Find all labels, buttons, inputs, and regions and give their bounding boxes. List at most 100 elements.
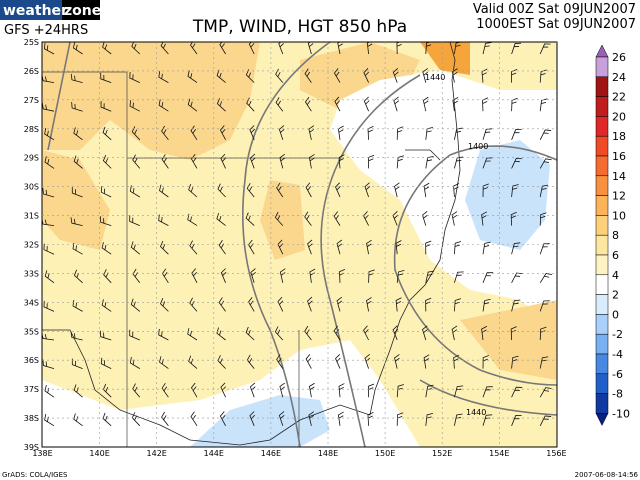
wind-barb (276, 182, 284, 198)
wind-barb (511, 355, 519, 369)
wind-barb (482, 128, 493, 140)
wind-barb (481, 325, 488, 341)
wind-barb (481, 68, 488, 83)
height-contour (393, 145, 557, 386)
graticule: 25S 26S 27S 28S 29S 30S 31S 32S 33S 34S 35S 36S 37S 3… (24, 38, 567, 458)
colorbar-swatch (595, 195, 609, 216)
wind-barb (216, 69, 226, 83)
wind-barb (158, 214, 169, 226)
wind-barb (161, 411, 169, 427)
contour-label: 1440 (466, 408, 486, 417)
wind-barb (190, 382, 198, 398)
wind-barb (44, 414, 55, 427)
wind-barb (482, 355, 489, 369)
lat-label: 25S (24, 38, 39, 47)
wind-barb (482, 183, 489, 198)
wind-barb (216, 213, 226, 226)
map-field (42, 42, 557, 447)
colorbar-swatch (595, 56, 609, 78)
wind-barb (452, 97, 459, 112)
lat-label: 29S (24, 154, 39, 163)
wind-barb (99, 216, 112, 226)
wind-barb (368, 154, 375, 169)
lat-label: 37S (24, 385, 39, 394)
lon-label: 154E (489, 449, 509, 458)
wind-barb (363, 325, 369, 341)
wind-barb (217, 355, 226, 369)
wind-barb (158, 328, 169, 341)
wind-barb (304, 96, 312, 112)
wind-barb (422, 96, 429, 112)
wind-barb (190, 125, 198, 141)
wind-barb (304, 68, 312, 83)
wind-barb (73, 127, 83, 141)
colorbar-swatch (595, 274, 609, 295)
wind-barb (102, 126, 112, 141)
footer-timestamp: 2007-06-08-14:56 (575, 471, 639, 479)
wind-barb (454, 271, 464, 283)
wind-barb (101, 242, 112, 255)
wind-barb (220, 153, 227, 169)
wind-barb (425, 384, 434, 398)
lon-label: 140E (89, 449, 109, 458)
wind-barb (335, 182, 341, 198)
wind-barb (279, 153, 286, 169)
colorbar-label: -2 (612, 328, 623, 341)
wind-barb (451, 211, 458, 226)
wind-barb (187, 328, 198, 341)
colorbar-swatch (595, 116, 609, 137)
wind-barb (279, 268, 286, 283)
wind-barb (392, 325, 399, 341)
field-hot (420, 42, 470, 75)
wind-barb (511, 97, 518, 112)
wind-barb (44, 270, 55, 284)
wind-barb (73, 269, 83, 284)
wind-barb (278, 411, 285, 426)
field-warm (42, 42, 260, 160)
logo-zone: zone (64, 3, 101, 19)
colorbar-swatch (595, 96, 609, 117)
wind-barb (101, 299, 112, 312)
wind-barb (451, 68, 458, 83)
colorbar-label: 18 (612, 130, 626, 143)
wind-barb (73, 384, 83, 398)
wind-barb (454, 385, 464, 398)
lon-label: 156E (546, 449, 566, 458)
wind-barb (161, 154, 169, 169)
wind-barb (425, 42, 432, 55)
wind-barb (364, 182, 371, 198)
wind-barb (218, 297, 226, 312)
wind-barb (423, 354, 430, 369)
wind-barb (422, 68, 428, 83)
wind-barb (72, 242, 83, 255)
lon-label: 144E (204, 449, 224, 458)
wind-barb (249, 153, 256, 169)
wind-barb (363, 68, 370, 83)
wind-barb (368, 383, 375, 398)
wind-barb (511, 69, 518, 83)
colorbar-swatch (595, 393, 609, 414)
wind-barb (44, 128, 55, 141)
wind-barb (70, 331, 83, 341)
wind-barb (161, 382, 169, 398)
colorbar-bottom (595, 413, 609, 426)
wind-barb (131, 42, 141, 55)
height-contour (419, 379, 557, 416)
wind-barb (422, 325, 428, 341)
local-time: 1000EST Sat 09JUN2007 (476, 17, 636, 32)
wind-barb (425, 240, 432, 255)
colorbar-label: 16 (612, 150, 626, 163)
wind-barb (425, 270, 435, 283)
wind-barb (396, 270, 405, 283)
wind-barb (396, 42, 402, 55)
lat-label: 26S (24, 67, 39, 76)
wind-barb (307, 239, 313, 255)
colorbar-label: 4 (612, 269, 619, 282)
contour-label: 1400 (468, 142, 488, 151)
wind-barb (219, 42, 226, 55)
wind-barb (248, 42, 255, 55)
colorbar-label: 6 (612, 249, 619, 262)
field-warm (42, 150, 110, 250)
colorbar-label: -4 (612, 348, 623, 361)
wind-barb (368, 269, 375, 283)
